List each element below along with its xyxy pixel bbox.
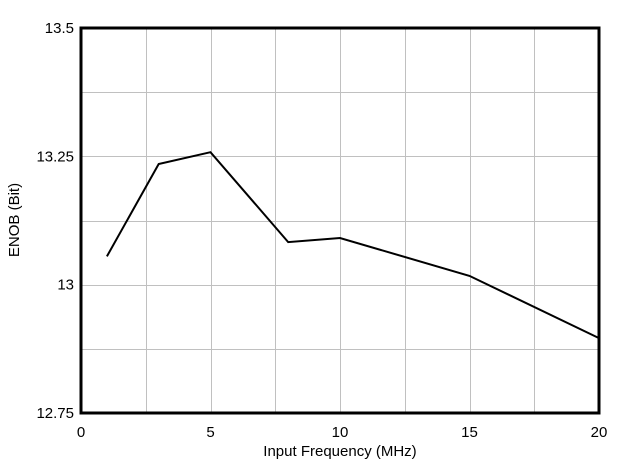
x-tick-label: 20 xyxy=(591,424,608,441)
y-tick-label: 12.75 xyxy=(36,405,74,422)
x-axis-tick-labels: 0 5 10 15 20 xyxy=(77,424,608,441)
plot-frame xyxy=(79,26,601,415)
y-tick-label: 13 xyxy=(57,277,74,294)
x-tick-label: 15 xyxy=(461,424,478,441)
x-tick-label: 0 xyxy=(77,424,85,441)
x-tick-label: 5 xyxy=(206,424,214,441)
y-tick-label: 13.5 xyxy=(45,20,74,37)
y-axis-title: ENOB (Bit) xyxy=(6,183,23,257)
grid-lines xyxy=(81,28,599,413)
x-axis-title: Input Frequency (MHz) xyxy=(263,443,416,460)
y-axis-tick-labels: 12.75 13 13.25 13.5 xyxy=(36,20,74,422)
enob-series-line xyxy=(106,151,600,340)
y-tick-label: 13.25 xyxy=(36,148,74,165)
x-tick-label: 10 xyxy=(332,424,349,441)
